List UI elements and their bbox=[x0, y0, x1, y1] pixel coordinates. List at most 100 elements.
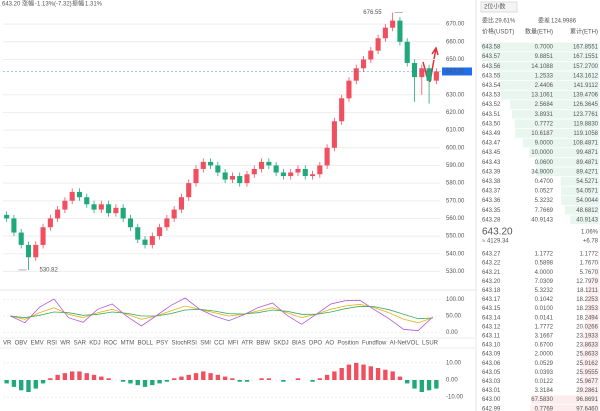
y-tick-label: 540.00 bbox=[446, 251, 465, 257]
candle-body bbox=[259, 161, 265, 169]
indicator-tab[interactable]: BOLL bbox=[138, 341, 154, 347]
indicator-tab[interactable]: SAR bbox=[74, 341, 87, 347]
candle-body bbox=[208, 161, 214, 166]
indicator-tab[interactable]: WR bbox=[60, 341, 71, 347]
histogram-bar bbox=[419, 380, 424, 392]
book-total: 108.4871 bbox=[573, 141, 599, 147]
candle-body bbox=[25, 244, 32, 258]
indicator-tab[interactable]: PSY bbox=[156, 341, 168, 347]
indicator-tab[interactable]: BBW bbox=[256, 341, 270, 347]
depth-bar bbox=[580, 359, 599, 368]
histogram-bar bbox=[332, 371, 337, 380]
y-tick-label: 100.00 bbox=[446, 297, 465, 303]
book-price: 643.11 bbox=[482, 333, 501, 339]
histogram-bar bbox=[171, 378, 177, 380]
candle-body bbox=[18, 232, 24, 245]
depth-bar bbox=[481, 42, 599, 52]
book-amount: 9.0000 bbox=[535, 141, 554, 147]
histogram-bar bbox=[215, 374, 221, 380]
indicator-tab[interactable]: BIAS bbox=[292, 341, 306, 347]
book-amount: 1.2533 bbox=[535, 73, 554, 79]
candle-body bbox=[62, 200, 68, 210]
indicator-tab[interactable]: KDJ bbox=[89, 341, 100, 347]
indicator-tab[interactable]: ATR bbox=[241, 341, 253, 347]
book-price: 642.99 bbox=[482, 406, 501, 411]
book-amount: 0.0600 bbox=[535, 160, 554, 166]
histogram-bar bbox=[361, 364, 366, 380]
candle-body bbox=[33, 244, 39, 258]
book-total: 123.7761 bbox=[573, 112, 599, 118]
depth-bar bbox=[499, 81, 599, 90]
y-tick-label: 570.00 bbox=[446, 198, 465, 204]
indicator-tab[interactable]: SMI bbox=[200, 341, 211, 347]
indicator-tab[interactable]: AO bbox=[325, 341, 334, 347]
book-price: 643.52 bbox=[482, 102, 501, 108]
indicator-tab[interactable]: ROC bbox=[104, 341, 118, 347]
histogram-bar bbox=[84, 373, 89, 380]
histogram-bar bbox=[390, 371, 395, 380]
book-amount: 0.0100 bbox=[535, 306, 554, 312]
indicator-tab[interactable]: OBV bbox=[15, 341, 28, 347]
histogram-bar bbox=[179, 376, 184, 380]
candle-body bbox=[339, 98, 345, 122]
histogram-bar bbox=[237, 380, 242, 382]
book-total: 167.1551 bbox=[573, 54, 599, 60]
indicator-tab[interactable]: AI-NetVOL bbox=[390, 341, 420, 347]
candle-body bbox=[4, 214, 10, 219]
indicator-tab[interactable]: CCI bbox=[214, 341, 225, 347]
book-amount: 3.1667 bbox=[535, 333, 554, 339]
book-price: 643.43 bbox=[482, 160, 501, 166]
indicator-tab[interactable]: RSI bbox=[47, 341, 57, 347]
histogram-bar bbox=[157, 380, 162, 384]
indicator-tab[interactable]: DPO bbox=[309, 341, 322, 347]
histogram-bar bbox=[77, 371, 82, 380]
book-total: 99.4871 bbox=[576, 150, 598, 156]
precision: 2位小数 bbox=[484, 3, 505, 11]
y-tick-label: 50.00 bbox=[446, 314, 462, 320]
candle-body bbox=[98, 204, 104, 210]
depth-bar bbox=[560, 177, 599, 186]
histogram-bar bbox=[26, 380, 31, 392]
y-tick-label: -10.00 bbox=[446, 395, 464, 401]
indicator-tab[interactable]: SKDJ bbox=[273, 341, 288, 347]
depth-bar bbox=[586, 286, 599, 295]
diff-label: 委差 bbox=[538, 17, 550, 25]
candle-body bbox=[317, 165, 323, 175]
indicator-tab[interactable]: MTM bbox=[121, 341, 135, 347]
candle-body bbox=[200, 161, 206, 169]
histogram-bar bbox=[55, 374, 60, 380]
histogram-bar bbox=[70, 371, 75, 380]
indicator-tab[interactable]: LSUR bbox=[422, 341, 439, 347]
depth-bar bbox=[564, 205, 599, 215]
histogram-bar bbox=[426, 380, 432, 391]
book-amount: 0.7769 bbox=[535, 406, 554, 411]
precision-select[interactable] bbox=[480, 1, 518, 13]
y-tick-label: 610.00 bbox=[446, 128, 465, 134]
book-total: 54.0044 bbox=[576, 198, 598, 204]
candle-body bbox=[331, 121, 337, 148]
indicator-tab[interactable]: MFI bbox=[228, 341, 239, 347]
book-amount: 7.0309 bbox=[535, 279, 554, 285]
order-book: 2位小数 委比 29.61% 委差 124.9986 价格(USDT) 数量(E… bbox=[480, 1, 599, 411]
book-total: 25.9677 bbox=[576, 379, 598, 385]
indicator-tab[interactable]: Position bbox=[337, 341, 358, 347]
indicator-tab[interactable]: StochRSI bbox=[172, 341, 198, 347]
indicator-tab[interactable]: EMV bbox=[31, 341, 44, 347]
indicator-tab[interactable]: Fundflow bbox=[362, 341, 387, 347]
book-price: 643.15 bbox=[482, 306, 501, 312]
book-amount: 67.5830 bbox=[531, 397, 553, 403]
book-amount: 34.9000 bbox=[531, 169, 553, 175]
candle-body bbox=[215, 165, 221, 173]
depth-bar bbox=[510, 100, 599, 109]
histogram-bar bbox=[135, 380, 140, 386]
indicator-tab[interactable]: VR bbox=[3, 341, 12, 347]
candle-body bbox=[47, 218, 53, 228]
book-total: 23.1933 bbox=[576, 333, 598, 339]
candle-body bbox=[149, 236, 155, 245]
histogram-bar bbox=[295, 378, 301, 380]
book-total: 54.0571 bbox=[576, 189, 598, 195]
depth-bar bbox=[561, 196, 599, 205]
histogram-bar bbox=[142, 380, 148, 387]
depth-bar bbox=[594, 268, 599, 277]
